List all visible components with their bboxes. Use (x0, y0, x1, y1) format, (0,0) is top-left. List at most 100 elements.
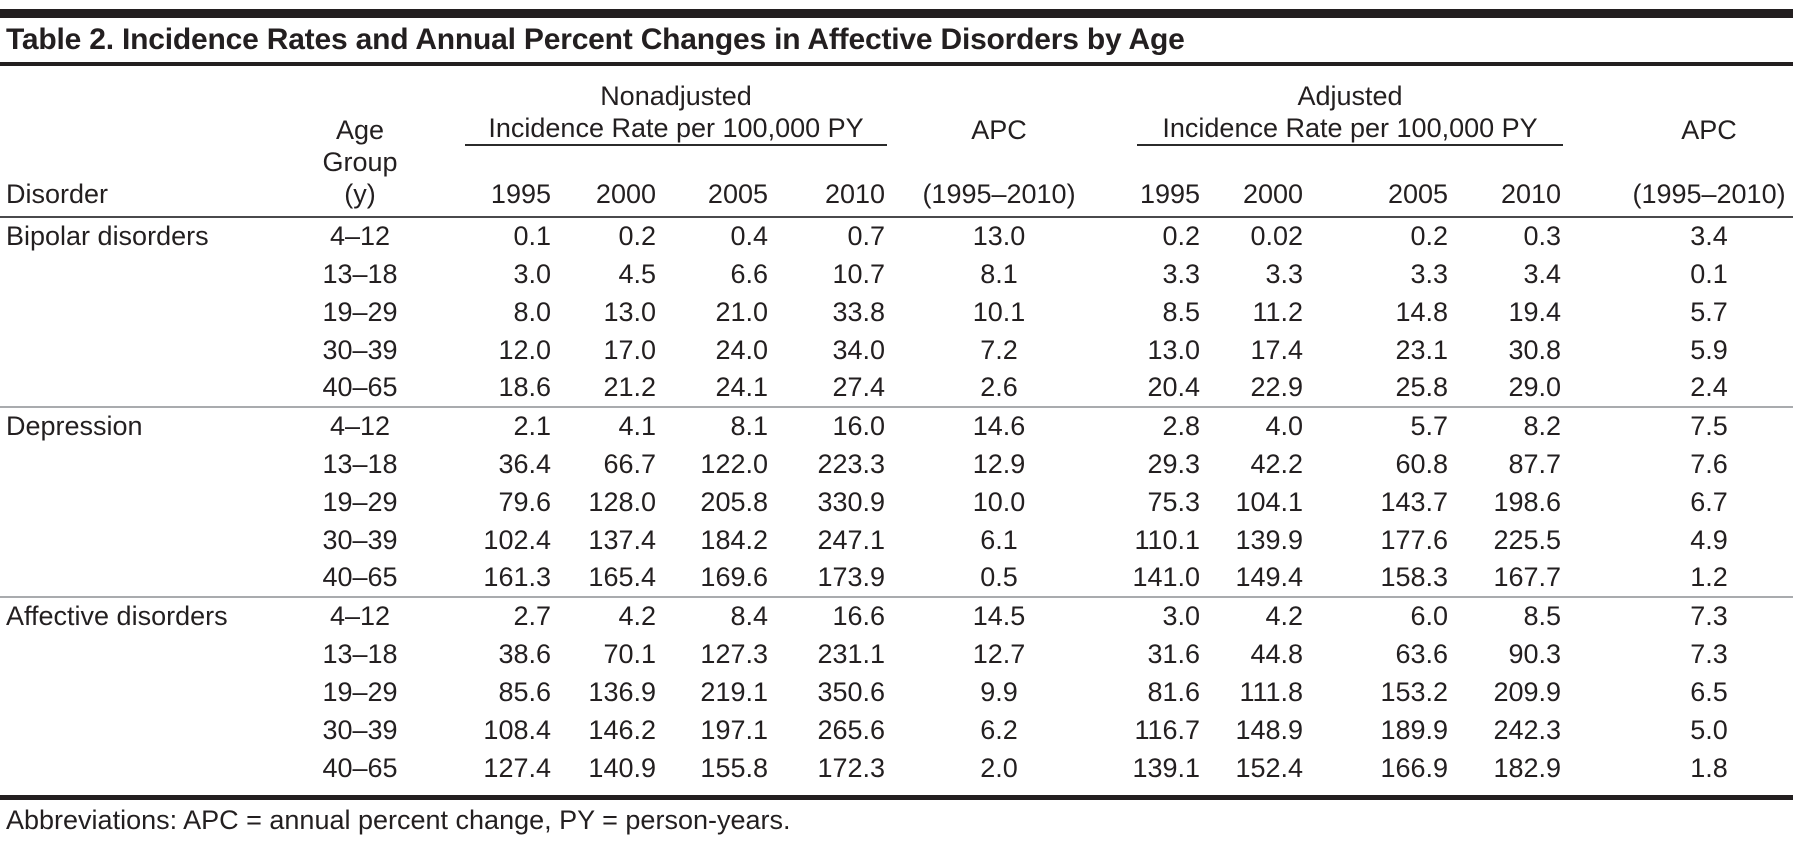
incidence-table: Age Nonadjusted Incidence Rate per 100,0… (0, 66, 1793, 787)
nonadjusted-rate-cell: 247.1 (817, 524, 886, 555)
adjusted-rate-cell: 19.4 (1508, 296, 1562, 327)
age-group-cell: 13–18 (322, 448, 398, 479)
nonadjusted-rate-cell: 38.6 (498, 638, 551, 669)
age-group-cell: 40–65 (322, 372, 398, 402)
adjusted-rate-cell: 90.3 (1508, 638, 1562, 669)
adjusted-rate-cell: 29.0 (1508, 372, 1562, 402)
age-group-cell: 19–29 (322, 296, 398, 327)
table-row: Depression 4–12 2.1 4.1 8.1 16.0 14.6 2.8 4.0 5.7… (0, 406, 1793, 445)
nonadjusted-rate-cell: 3.0 (513, 258, 551, 289)
nonadjusted-rate-cell: 27.4 (832, 372, 886, 402)
age-group-cell: 19–29 (322, 676, 398, 707)
adjusted-rate-cell: 60.8 (1395, 448, 1449, 479)
disorder-cell (0, 331, 305, 369)
disorder-cell (0, 711, 305, 749)
adjusted-rate-cell: 242.3 (1493, 714, 1562, 745)
apc-nonadjusted-header-line1: APC (971, 115, 1027, 145)
age-group-cell: 4–12 (305, 406, 415, 445)
apc-nonadjusted-header-line2: (1995–2010) (889, 146, 1110, 218)
nonadjusted-rate-cell: 128.0 (588, 486, 656, 517)
nonadjusted-rate-cell: 173.9 (817, 562, 886, 592)
apc-nonadjusted-cell: 6.1 (980, 524, 1018, 555)
nonadjusted-rate-cell: 79.6 (498, 486, 551, 517)
apc-adjusted-cell: 7.3 (1690, 638, 1728, 669)
footnote-top-rule (0, 795, 1793, 800)
nonadjusted-rate-cell: 122.0 (700, 448, 768, 479)
adjusted-rate-cell: 225.5 (1493, 524, 1562, 555)
adjusted-rate-cell: 182.9 (1493, 752, 1562, 783)
adjusted-rate-cell: 141.0 (1132, 562, 1201, 592)
apc-adjusted-header-line2: (1995–2010) (1565, 146, 1793, 218)
adjusted-rate-cell: 116.7 (1134, 714, 1201, 745)
adjusted-spanner-line2: Incidence Rate per 100,000 PY (1162, 113, 1538, 143)
nonadjusted-rate-cell: 219.1 (700, 676, 768, 707)
age-group-cell: 30–39 (322, 714, 398, 745)
nonadjusted-rate-cell: 66.7 (603, 448, 656, 479)
table-row: 30–39 108.4 146.2 197.1 265.6 6.2 116.7 148.9 18… (0, 711, 1793, 749)
apc-adjusted-cell: 4.9 (1690, 524, 1728, 555)
adjusted-rate-cell: 104.1 (1235, 486, 1304, 517)
adjusted-rate-cell: 29.3 (1147, 448, 1201, 479)
adjusted-rate-cell: 111.8 (1239, 676, 1304, 707)
apc-adjusted-cell: 6.7 (1690, 486, 1728, 517)
apc-nonadjusted-cell: 6.2 (980, 714, 1018, 745)
adjusted-rate-cell: 177.6 (1380, 524, 1449, 555)
table-row: 19–29 85.6 136.9 219.1 350.6 9.9 81.6 111.8 153.… (0, 673, 1793, 711)
nonadjusted-rate-cell: 184.2 (700, 524, 768, 555)
apc-nonadjusted-cell: 13.0 (972, 221, 1026, 251)
adjusted-rate-cell: 167.7 (1493, 562, 1562, 592)
adjusted-spanner: Adjusted Incidence Rate per 100,000 PY (1137, 80, 1564, 146)
adjusted-rate-cell: 3.0 (1109, 596, 1205, 635)
apc-nonadjusted-cell: 14.5 (889, 596, 1110, 635)
adjusted-rate-cell: 81.6 (1147, 676, 1201, 707)
adjusted-spanner-cell: Adjusted Incidence Rate per 100,000 PY (1109, 66, 1565, 146)
apc-adjusted-cell: 5.7 (1690, 296, 1728, 327)
adjusted-rate-cell: 153.2 (1380, 676, 1449, 707)
adjusted-rate-cell: 8.5 (1452, 596, 1566, 635)
apc-adjusted-header-line1: APC (1681, 115, 1737, 145)
nonadjusted-rate-cell: 0.7 (847, 221, 886, 251)
apc-nonadjusted-cell: 10.1 (972, 296, 1026, 327)
nonadjusted-rate-cell: 136.9 (588, 676, 656, 707)
nonadjusted-rate-cell: 127.3 (700, 638, 768, 669)
nonadjusted-rate-cell: 36.4 (498, 448, 551, 479)
disorder-header-spacer (0, 66, 305, 146)
apc-nonadjusted-cell: 10.0 (972, 486, 1026, 517)
nonadjusted-rate-cell: 223.3 (817, 448, 886, 479)
year-header-nonadjusted-2000: 2000 (555, 146, 660, 218)
table-row: 30–39 102.4 137.4 184.2 247.1 6.1 110.1 139.9 17… (0, 521, 1793, 559)
nonadjusted-rate-cell: 18.6 (498, 372, 551, 402)
nonadjusted-rate-cell: 8.4 (660, 596, 772, 635)
nonadjusted-rate-cell: 146.2 (588, 714, 656, 745)
nonadjusted-rate-cell: 4.2 (555, 596, 660, 635)
adjusted-rate-cell: 8.2 (1452, 406, 1566, 445)
top-margin (0, 0, 1793, 9)
top-rule (0, 9, 1793, 18)
adjusted-rate-cell: 87.7 (1508, 448, 1562, 479)
adjusted-rate-cell: 149.4 (1235, 562, 1304, 592)
adjusted-rate-cell: 44.8 (1250, 638, 1304, 669)
nonadjusted-spanner-cell: Nonadjusted Incidence Rate per 100,000 P… (415, 66, 889, 146)
disorder-cell (0, 483, 305, 521)
apc-nonadjusted-cell: 2.6 (980, 372, 1018, 402)
nonadjusted-rate-cell: 0.2 (618, 221, 656, 251)
adjusted-rate-cell: 110.1 (1134, 524, 1201, 555)
disorder-cell (0, 559, 305, 597)
year-header-nonadjusted-1995: 1995 (415, 146, 555, 218)
disorder-cell (0, 255, 305, 293)
nonadjusted-rate-cell: 0.1 (513, 221, 551, 251)
adjusted-rate-cell: 139.9 (1235, 524, 1304, 555)
disorder-cell (0, 635, 305, 673)
disorder-cell (0, 445, 305, 483)
apc-adjusted-cell: 1.2 (1690, 562, 1728, 592)
disorder-cell: Bipolar disorders (6, 221, 209, 251)
nonadjusted-rate-cell: 85.6 (498, 676, 551, 707)
apc-nonadjusted-cell: 9.9 (980, 676, 1018, 707)
nonadjusted-rate-cell: 13.0 (603, 296, 656, 327)
apc-adjusted-cell: 5.9 (1690, 334, 1728, 365)
adjusted-rate-cell: 4.0 (1204, 406, 1308, 445)
nonadjusted-rate-cell: 140.9 (588, 752, 656, 783)
apc-nonadjusted-cell: 2.0 (980, 752, 1018, 783)
nonadjusted-rate-cell: 155.8 (700, 752, 768, 783)
table-row: 13–18 3.0 4.5 6.6 10.7 8.1 3.3 3.3 3.3 3.4 0.1 (0, 255, 1793, 293)
